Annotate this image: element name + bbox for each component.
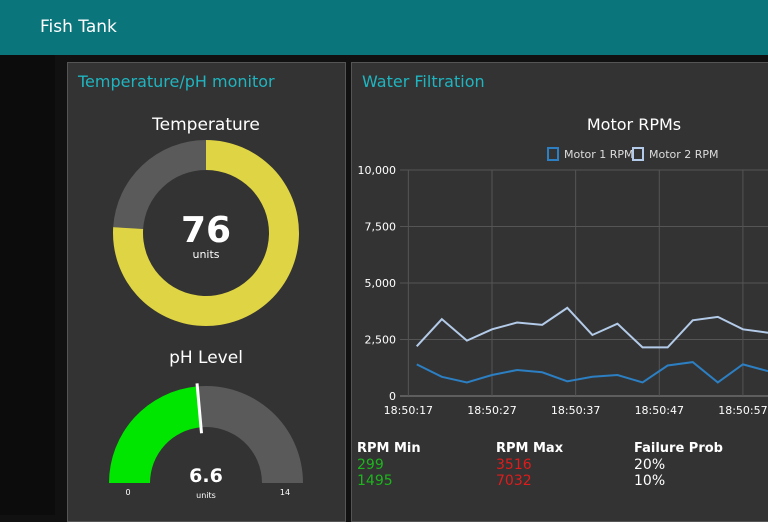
table-header: RPM Min [357, 441, 421, 456]
line-series [416, 361, 768, 384]
header: Fish Tank [0, 0, 768, 55]
gauge-min: 0 [125, 488, 130, 497]
gauge-title: Temperature [151, 115, 260, 135]
sidebar [0, 55, 55, 515]
y-tick-label: 10,000 [358, 164, 397, 177]
table-header: Failure Prob [634, 441, 723, 456]
y-tick-label: 7,500 [365, 221, 397, 234]
app-title: Fish Tank [40, 17, 117, 37]
table-cell: 7032 [496, 473, 532, 489]
gauge-track [113, 140, 206, 230]
legend-label: Motor 1 RPM [564, 148, 634, 161]
group-panel: Temperature/pH monitor [67, 62, 346, 522]
gauge-arc [109, 386, 201, 483]
table-cell: 20% [634, 457, 665, 473]
x-tick-label: 18:50:37 [551, 404, 600, 417]
group-panel: Water Filtration [351, 62, 768, 522]
legend-swatch [632, 147, 644, 161]
table-cell: 1495 [357, 473, 393, 489]
gauge-value: 6.6 [189, 465, 223, 487]
gauge-title: pH Level [169, 348, 243, 368]
legend-label: Motor 2 RPM [649, 148, 719, 161]
x-tick-label: 18:50:47 [635, 404, 684, 417]
legend-swatch [547, 147, 559, 161]
y-tick-label: 0 [389, 390, 396, 403]
gauge-value: 76 [181, 210, 231, 251]
x-tick-label: 18:50:17 [384, 404, 433, 417]
table-header: RPM Max [496, 441, 564, 456]
x-tick-label: 18:50:57 [718, 404, 767, 417]
gauge-max: 14 [280, 488, 290, 497]
gauge-track [197, 386, 303, 483]
group-title: Temperature/pH monitor [78, 72, 275, 91]
group-title: Water Filtration [362, 72, 485, 91]
x-tick-label: 18:50:27 [467, 404, 516, 417]
table-cell: 10% [634, 473, 665, 489]
chart-title: Motor RPMs [587, 115, 681, 134]
table-cell: 299 [357, 457, 384, 473]
y-tick-label: 5,000 [365, 277, 397, 290]
y-tick-label: 2,500 [365, 334, 397, 347]
plot-area [415, 306, 768, 384]
gauge-units: units [196, 491, 216, 500]
table-cell: 3516 [496, 457, 532, 473]
gauge-units: units [192, 248, 219, 261]
gauge-needle [195, 383, 204, 434]
line-series [415, 306, 768, 349]
gauge-arc [112, 140, 299, 326]
